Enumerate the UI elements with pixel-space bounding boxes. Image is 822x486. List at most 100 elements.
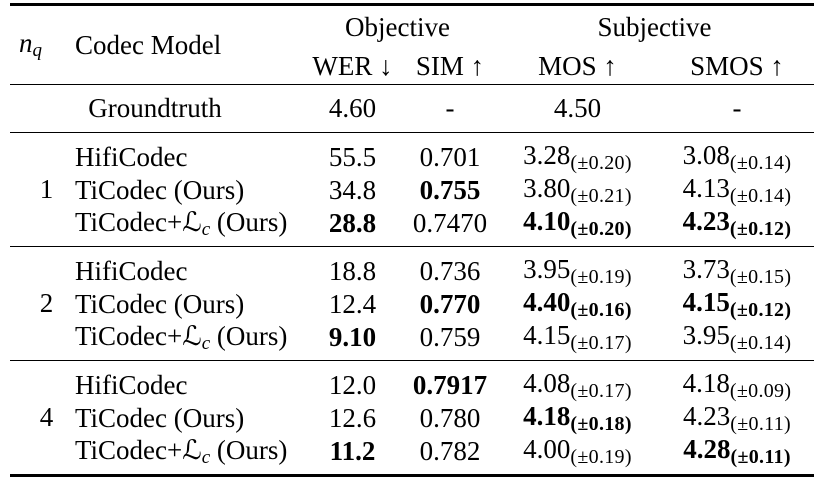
wer-value: 55.5 bbox=[328, 142, 377, 172]
group-nq-2: 2 HifiCodec 18.8 0.736 3.95(±0.19) 3.73(±0.15… bbox=[10, 247, 815, 361]
sim-value: 0.755 bbox=[419, 175, 481, 205]
mos-value: 4.50 bbox=[553, 93, 602, 123]
score-confidence-interval: (±0.17) bbox=[570, 380, 632, 402]
mos-value: 3.28(±0.20) bbox=[495, 133, 660, 175]
groundtruth-section: Groundtruth 4.60 - 4.50 - bbox=[10, 85, 815, 133]
col-header-sim: SIM ↑ bbox=[415, 50, 485, 81]
score-value: 4.18 bbox=[682, 368, 730, 398]
script-L-symbol: ℒ bbox=[182, 434, 202, 466]
table-row: Groundtruth 4.60 - 4.50 - bbox=[10, 85, 814, 133]
wer-value: 12.0 bbox=[328, 370, 377, 400]
model-name: HifiCodec bbox=[75, 256, 188, 286]
results-table: nq Codec Model Objective Subjective WER … bbox=[10, 3, 815, 477]
sim-value: 0.7917 bbox=[412, 370, 488, 400]
sim-value: 0.770 bbox=[419, 289, 481, 319]
script-L-subscript: c bbox=[201, 332, 211, 354]
model-name: TiCodec+ℒc (Ours) bbox=[75, 320, 288, 354]
col-group-subjective: Subjective bbox=[597, 11, 712, 42]
score-value: 3.80 bbox=[523, 173, 571, 203]
table-row: TiCodec (Ours) 12.6 0.780 4.18(±0.18) 4.23(±… bbox=[10, 402, 814, 435]
mos-value: 3.95(±0.19) bbox=[495, 247, 660, 289]
score-confidence-interval: (±0.16) bbox=[570, 299, 632, 321]
score-confidence-interval: (±0.14) bbox=[729, 185, 792, 207]
score-confidence-interval: (±0.14) bbox=[729, 152, 792, 174]
script-L-symbol: ℒ bbox=[182, 320, 202, 352]
nq-value: 1 bbox=[39, 174, 54, 204]
smos-value: 4.18(±0.09) bbox=[660, 361, 814, 403]
score-value: 4.15 bbox=[682, 287, 730, 317]
mos-value: 4.18(±0.18) bbox=[495, 402, 660, 435]
sim-value: 0.736 bbox=[419, 256, 481, 286]
script-L-symbol: ℒ bbox=[182, 206, 202, 238]
sim-value: 0.701 bbox=[419, 142, 481, 172]
mos-value: 4.08(±0.17) bbox=[495, 361, 660, 403]
score-value: 4.28 bbox=[683, 434, 731, 464]
table-row: 4 HifiCodec 12.0 0.7917 4.08(±0.17) 4.18(±0.0… bbox=[10, 361, 814, 431]
smos-value: 4.13(±0.14) bbox=[660, 174, 814, 207]
score-value: 4.15 bbox=[523, 320, 571, 350]
col-header-smos: SMOS ↑ bbox=[690, 50, 784, 81]
col-header-mos: MOS ↑ bbox=[538, 50, 617, 81]
header-row-metrics: WER ↓ SIM ↑ MOS ↑ SMOS ↑ bbox=[10, 48, 814, 85]
table-row: 2 HifiCodec 18.8 0.736 3.95(±0.19) 3.73(±0.15… bbox=[10, 247, 814, 317]
smos-value: 4.28(±0.11) bbox=[660, 435, 814, 476]
model-name: TiCodec (Ours) bbox=[75, 289, 245, 319]
score-confidence-interval: (±0.21) bbox=[570, 185, 632, 207]
sim-value: 0.759 bbox=[419, 322, 481, 352]
col-header-nq: nq bbox=[10, 5, 75, 85]
model-name: TiCodec (Ours) bbox=[75, 175, 245, 205]
script-L-subscript: c bbox=[201, 446, 211, 468]
wer-value: 11.2 bbox=[329, 436, 376, 466]
score-value: 4.23 bbox=[683, 401, 731, 431]
model-name: TiCodec+ℒc (Ours) bbox=[75, 206, 288, 240]
table-row: TiCodec+ℒc (Ours) 11.2 0.782 4.00(±0.19) 4.2… bbox=[10, 435, 814, 476]
score-confidence-interval: (±0.11) bbox=[730, 446, 791, 468]
table-row: TiCodec+ℒc (Ours) 9.10 0.759 4.15(±0.17) 3.9… bbox=[10, 321, 814, 361]
smos-value: 3.08(±0.14) bbox=[660, 133, 814, 175]
wer-value: 4.60 bbox=[328, 93, 377, 123]
score-confidence-interval: (±0.20) bbox=[570, 152, 632, 174]
wer-value: 9.10 bbox=[328, 322, 377, 352]
score-confidence-interval: (±0.19) bbox=[570, 446, 632, 468]
smos-value: 4.23(±0.11) bbox=[660, 402, 814, 435]
table-row: TiCodec (Ours) 12.4 0.770 4.40(±0.16) 4.15(±… bbox=[10, 288, 814, 321]
group-nq-1: 1 HifiCodec 55.5 0.701 3.28(±0.20) 3.08(±0.14… bbox=[10, 133, 815, 247]
table-row: TiCodec (Ours) 34.8 0.755 3.80(±0.21) 4.13(±… bbox=[10, 174, 814, 207]
smos-value: 3.95(±0.14) bbox=[660, 321, 814, 361]
wer-value: 18.8 bbox=[328, 256, 377, 286]
groundtruth-label: Groundtruth bbox=[88, 93, 222, 123]
score-confidence-interval: (±0.09) bbox=[729, 380, 792, 402]
score-value: 3.08 bbox=[682, 140, 730, 170]
wer-value: 12.4 bbox=[328, 289, 377, 319]
sim-value: 0.782 bbox=[419, 436, 481, 466]
smos-value: 4.15(±0.12) bbox=[660, 288, 814, 321]
mos-value: 4.10(±0.20) bbox=[495, 207, 660, 247]
sim-value: 0.780 bbox=[419, 403, 481, 433]
wer-value: 12.6 bbox=[328, 403, 377, 433]
group-nq-4: 4 HifiCodec 12.0 0.7917 4.08(±0.17) 4.18(±0.0… bbox=[10, 361, 815, 476]
header-row-groups: nq Codec Model Objective Subjective bbox=[10, 5, 814, 60]
mos-value: 4.00(±0.19) bbox=[495, 435, 660, 476]
model-name: TiCodec+ℒc (Ours) bbox=[75, 434, 288, 468]
smos-value: - bbox=[732, 93, 742, 123]
nq-value: 4 bbox=[39, 402, 54, 432]
col-group-objective: Objective bbox=[345, 11, 450, 42]
score-value: 3.95 bbox=[523, 254, 571, 284]
score-value: 3.28 bbox=[523, 140, 571, 170]
score-value: 4.08 bbox=[523, 368, 571, 398]
score-confidence-interval: (±0.20) bbox=[570, 218, 632, 240]
wer-value: 28.8 bbox=[328, 208, 377, 238]
score-confidence-interval: (±0.19) bbox=[570, 266, 632, 288]
score-value: 3.95 bbox=[682, 320, 730, 350]
score-confidence-interval: (±0.15) bbox=[729, 266, 792, 288]
mos-value: 4.15(±0.17) bbox=[495, 321, 660, 361]
score-value: 4.18 bbox=[523, 401, 571, 431]
smos-value: 3.73(±0.15) bbox=[660, 247, 814, 289]
script-L-subscript: c bbox=[201, 218, 211, 240]
score-confidence-interval: (±0.18) bbox=[570, 413, 632, 435]
col-header-model: Codec Model bbox=[75, 29, 222, 60]
mos-value: 4.40(±0.16) bbox=[495, 288, 660, 321]
score-confidence-interval: (±0.11) bbox=[730, 413, 791, 435]
score-value: 4.23 bbox=[682, 206, 730, 236]
